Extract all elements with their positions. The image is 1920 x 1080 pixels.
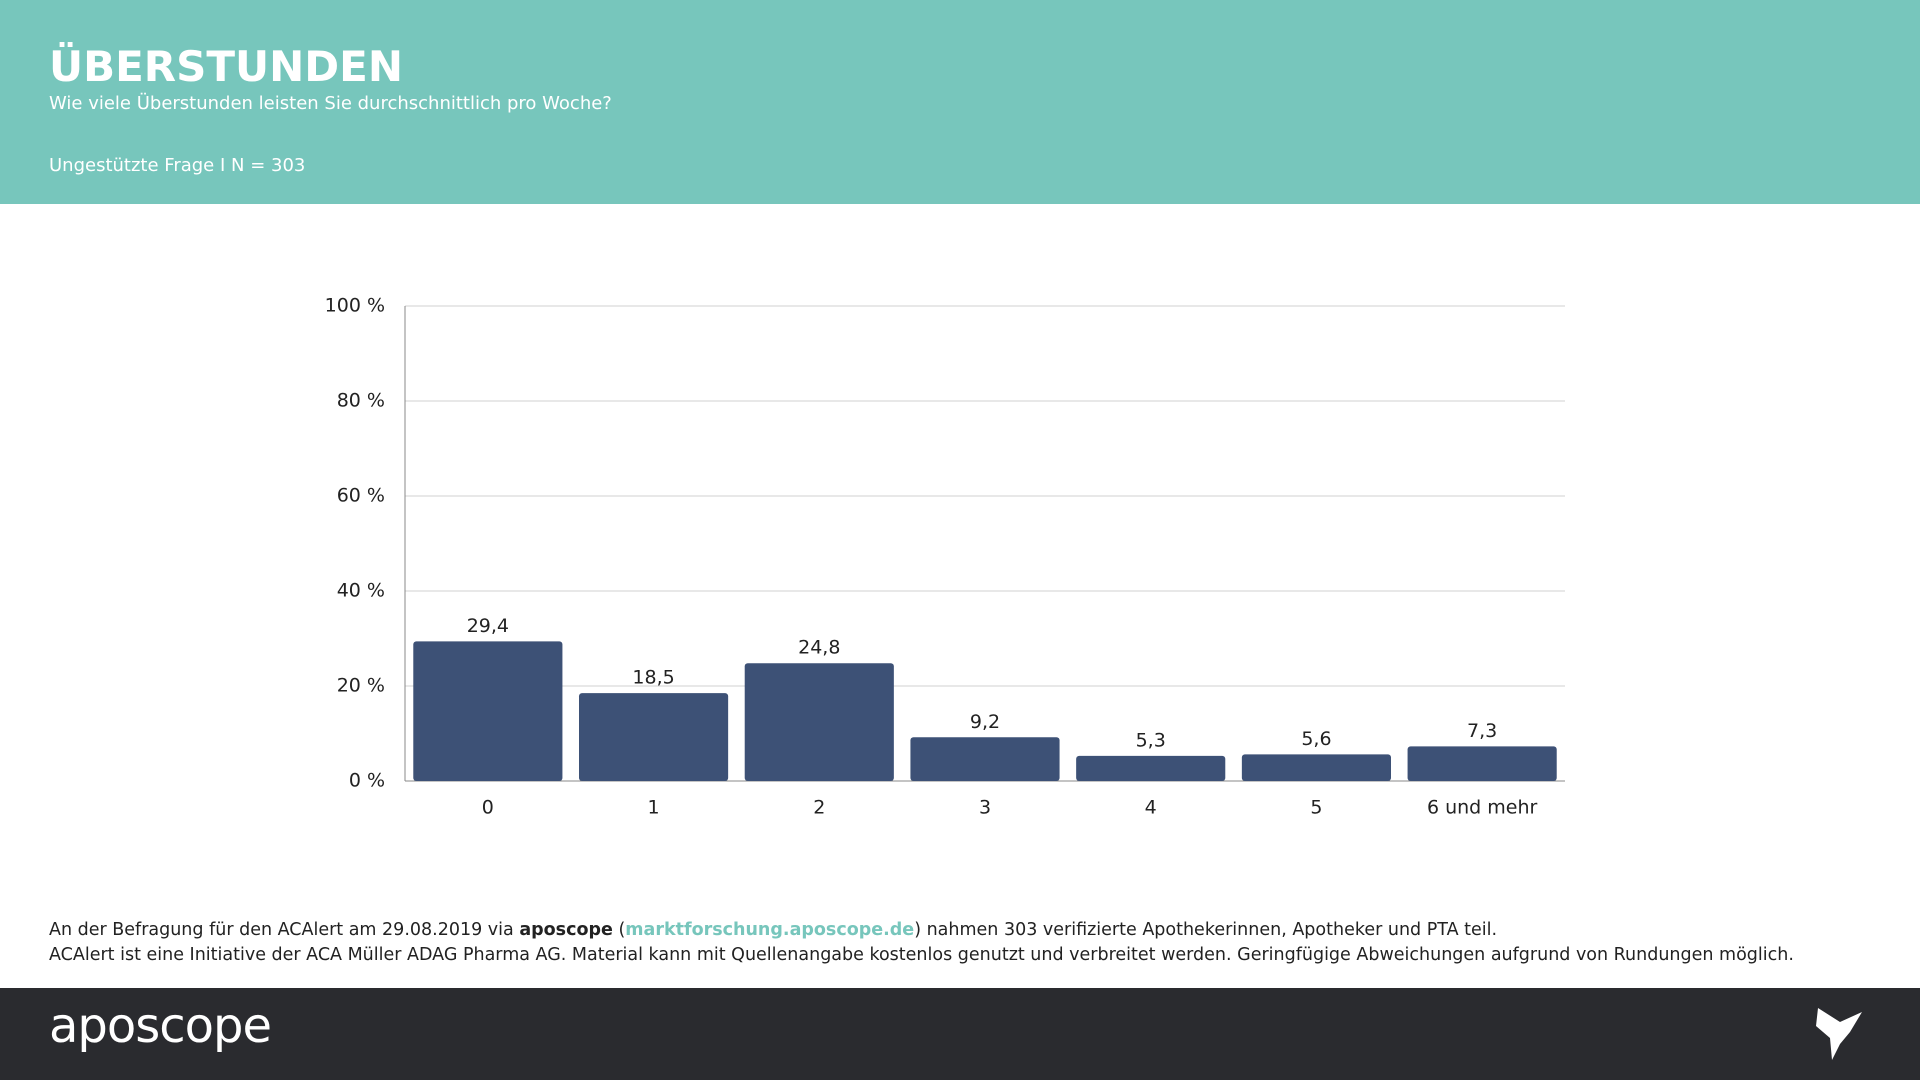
text: (: [612, 920, 626, 940]
value-label: 18,5: [632, 667, 674, 689]
y-tick-label: 40 %: [337, 580, 385, 602]
brand: aposcope: [519, 920, 613, 940]
y-tick-label: 20 %: [337, 675, 385, 697]
value-label: 29,4: [467, 615, 509, 637]
footer-line: ACAlert ist eine Initiative der ACA Müll…: [49, 945, 1794, 965]
bar: [1241, 754, 1391, 781]
text: An der Befragung für den ACAlert am 29.0…: [49, 920, 520, 940]
x-tick-label: 6 und mehr: [1427, 797, 1538, 819]
x-tick-label: 1: [648, 797, 660, 819]
y-tick-label: 100 %: [325, 295, 385, 317]
header: ÜBERSTUNDEN Wie viele Überstunden leiste…: [0, 0, 1920, 204]
x-tick-label: 2: [813, 797, 825, 819]
note: Ungestützte Frage I N = 303: [49, 155, 306, 176]
y-tick-label: 80 %: [337, 390, 385, 412]
bar: [910, 737, 1060, 781]
x-tick-label: 0: [482, 797, 494, 819]
footer-bar: aposcope: [0, 988, 1920, 1080]
value-label: 24,8: [798, 637, 840, 659]
logo: aposcope: [49, 998, 272, 1054]
x-tick-label: 3: [979, 797, 991, 819]
value-label: 5,3: [1136, 729, 1166, 751]
bar: [579, 693, 729, 781]
chart: 0 % 20 % 40 % 60 % 80 % 100 % 0 29,4 1 18,5 2 24,8 3…: [325, 295, 1565, 819]
value-label: 9,2: [970, 711, 1000, 733]
y-tick-label: 60 %: [337, 485, 385, 507]
bar: [1076, 755, 1226, 781]
bar: [413, 641, 563, 781]
x-tick-label: 5: [1310, 797, 1322, 819]
value-label: 5,6: [1301, 728, 1331, 750]
bar: [744, 663, 894, 781]
value-label: 7,3: [1467, 720, 1497, 742]
footer-line: An der Befragung für den ACAlert am 29.0…: [49, 920, 1497, 940]
x-tick-label: 4: [1145, 797, 1157, 819]
text: ) nahmen 303 verifizierte Apothekerinnen…: [914, 920, 1498, 940]
title: ÜBERSTUNDEN: [49, 42, 404, 91]
bar: [1407, 746, 1557, 781]
logo-icon: [1816, 1008, 1862, 1060]
link[interactable]: marktforschung.aposcope.de: [625, 920, 915, 940]
subtitle: Wie viele Überstunden leisten Sie durchs…: [49, 93, 612, 114]
y-tick-label: 0 %: [349, 770, 385, 792]
